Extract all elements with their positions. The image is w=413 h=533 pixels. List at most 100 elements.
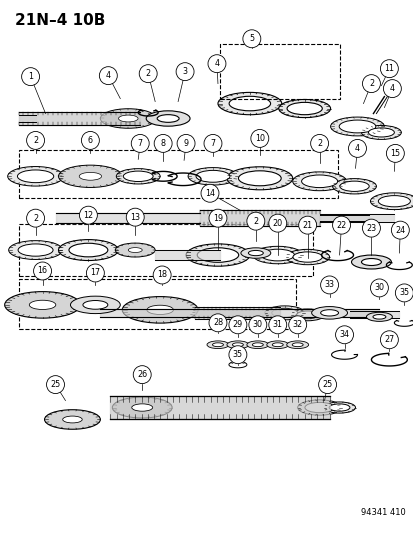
Ellipse shape: [252, 246, 302, 264]
Circle shape: [209, 314, 226, 332]
Text: 94341 410: 94341 410: [360, 508, 404, 517]
Circle shape: [177, 134, 195, 152]
Ellipse shape: [292, 343, 302, 346]
Circle shape: [288, 316, 306, 334]
Ellipse shape: [338, 120, 375, 133]
Circle shape: [370, 279, 387, 297]
Text: 2: 2: [368, 79, 373, 88]
Ellipse shape: [122, 296, 197, 323]
Text: 28: 28: [212, 318, 223, 327]
Ellipse shape: [296, 311, 318, 319]
Text: 4: 4: [354, 144, 359, 153]
Ellipse shape: [370, 193, 413, 209]
Ellipse shape: [188, 167, 237, 185]
Ellipse shape: [311, 306, 347, 319]
Circle shape: [209, 209, 226, 227]
Circle shape: [46, 376, 64, 393]
Ellipse shape: [212, 343, 223, 346]
Ellipse shape: [131, 404, 152, 411]
Text: 33: 33: [324, 280, 334, 289]
Ellipse shape: [62, 416, 82, 423]
Text: 30: 30: [373, 284, 384, 293]
Ellipse shape: [147, 305, 173, 314]
Text: 4: 4: [214, 59, 219, 68]
Ellipse shape: [123, 171, 153, 182]
Circle shape: [33, 262, 51, 280]
Text: 19: 19: [212, 214, 223, 223]
Text: 17: 17: [90, 269, 100, 278]
Ellipse shape: [128, 248, 142, 253]
Text: 34: 34: [339, 330, 349, 340]
Ellipse shape: [271, 308, 297, 317]
Text: 12: 12: [83, 211, 93, 220]
Ellipse shape: [79, 172, 101, 180]
Circle shape: [250, 130, 268, 148]
Ellipse shape: [292, 172, 346, 191]
Ellipse shape: [240, 248, 270, 259]
Circle shape: [86, 264, 104, 282]
Ellipse shape: [377, 196, 409, 207]
Ellipse shape: [100, 109, 156, 128]
Text: 30: 30: [252, 320, 262, 329]
Text: 25: 25: [322, 380, 332, 389]
Circle shape: [298, 216, 316, 234]
Circle shape: [385, 144, 404, 163]
Ellipse shape: [339, 181, 368, 191]
Ellipse shape: [18, 244, 53, 256]
Circle shape: [126, 208, 144, 226]
Ellipse shape: [286, 341, 308, 349]
Text: 8: 8: [160, 139, 165, 148]
Ellipse shape: [118, 115, 138, 122]
Ellipse shape: [332, 179, 375, 194]
Text: 2: 2: [253, 216, 258, 225]
Ellipse shape: [272, 343, 282, 346]
Text: 13: 13: [130, 213, 140, 222]
Ellipse shape: [146, 111, 190, 126]
Circle shape: [153, 266, 171, 284]
Text: 16: 16: [38, 266, 47, 276]
Text: 5: 5: [249, 34, 254, 43]
Text: 35: 35: [398, 288, 408, 297]
Ellipse shape: [261, 249, 294, 261]
Ellipse shape: [278, 100, 330, 118]
Text: 27: 27: [383, 335, 394, 344]
Circle shape: [268, 214, 286, 232]
Text: 6: 6: [88, 136, 93, 145]
Ellipse shape: [58, 240, 118, 261]
Circle shape: [21, 68, 40, 86]
Ellipse shape: [301, 175, 337, 188]
Circle shape: [348, 140, 366, 157]
Text: 25: 25: [50, 380, 60, 389]
Text: 22: 22: [336, 221, 346, 230]
Ellipse shape: [115, 243, 155, 257]
Circle shape: [380, 60, 397, 78]
Ellipse shape: [266, 341, 288, 349]
Circle shape: [390, 221, 408, 239]
Text: 1: 1: [28, 72, 33, 81]
Ellipse shape: [328, 404, 349, 411]
Ellipse shape: [58, 165, 122, 188]
Circle shape: [394, 284, 412, 302]
Circle shape: [382, 79, 400, 98]
Circle shape: [362, 219, 380, 237]
Ellipse shape: [238, 171, 280, 186]
Text: 35: 35: [232, 350, 242, 359]
Ellipse shape: [83, 301, 107, 309]
Text: 4: 4: [389, 84, 394, 93]
Circle shape: [204, 134, 221, 152]
Circle shape: [79, 206, 97, 224]
Text: 9: 9: [183, 139, 188, 148]
Ellipse shape: [366, 312, 392, 321]
Text: 11: 11: [383, 64, 394, 73]
Ellipse shape: [351, 255, 390, 269]
Ellipse shape: [232, 343, 243, 346]
Text: 14: 14: [204, 189, 214, 198]
Text: 2: 2: [33, 136, 38, 145]
Ellipse shape: [157, 115, 179, 123]
Text: 15: 15: [389, 149, 399, 158]
Ellipse shape: [304, 402, 334, 413]
Ellipse shape: [206, 341, 228, 349]
Circle shape: [318, 376, 336, 393]
Text: 7: 7: [210, 139, 215, 148]
Circle shape: [362, 75, 380, 93]
